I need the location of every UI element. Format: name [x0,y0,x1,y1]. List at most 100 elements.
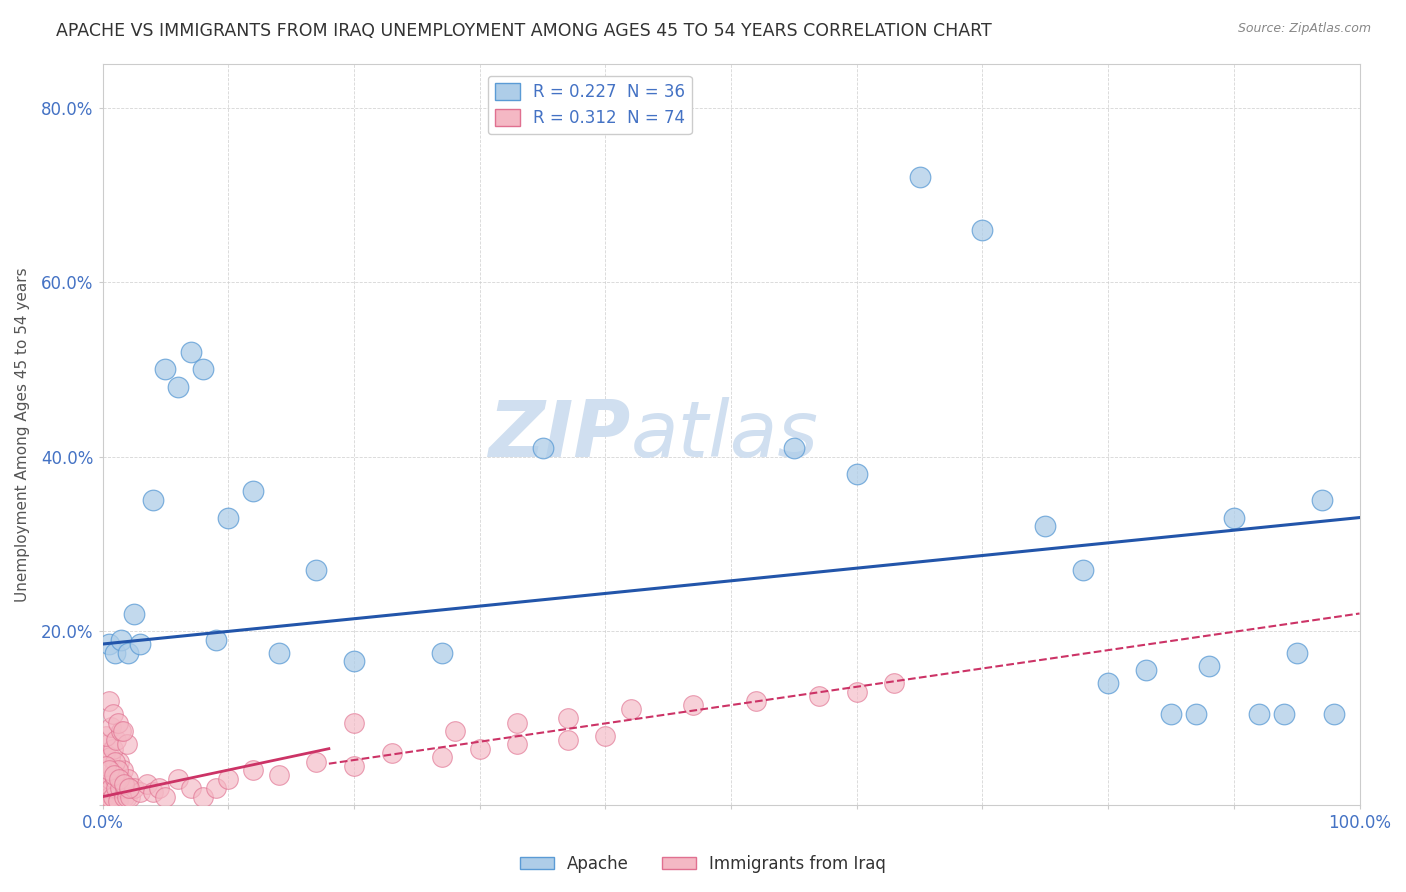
Point [1185,706,1208,721]
Point [845,685,868,699]
Point [1198,658,1220,673]
Point [111,764,134,778]
Point [381,746,404,760]
Point [972,223,994,237]
Point [94,780,117,795]
Text: atlas: atlas [630,397,818,473]
Point [204,632,226,647]
Point [506,715,529,730]
Point [1223,510,1246,524]
Text: APACHE VS IMMIGRANTS FROM IRAQ UNEMPLOYMENT AMONG AGES 45 TO 54 YEARS CORRELATIO: APACHE VS IMMIGRANTS FROM IRAQ UNEMPLOYM… [56,22,993,40]
Point [1160,706,1182,721]
Point [110,632,132,647]
Point [101,706,124,721]
Point [93,789,115,804]
Point [117,772,139,787]
Point [112,789,135,804]
Point [101,741,124,756]
Point [783,441,806,455]
Point [1071,563,1094,577]
Text: Source: ZipAtlas.com: Source: ZipAtlas.com [1237,22,1371,36]
Point [96,729,118,743]
Point [100,780,122,795]
Point [808,690,831,704]
Point [120,789,142,804]
Point [443,724,465,739]
Point [745,694,768,708]
Point [883,676,905,690]
Point [908,170,931,185]
Point [531,441,554,455]
Point [98,750,121,764]
Point [557,711,579,725]
Legend: Apache, Immigrants from Iraq: Apache, Immigrants from Iraq [513,848,893,880]
Point [343,715,366,730]
Point [595,729,617,743]
Point [142,785,165,799]
Point [110,772,132,787]
Point [135,776,157,790]
Point [1285,646,1308,660]
Point [430,750,453,764]
Point [204,780,226,795]
Point [242,484,264,499]
Point [305,755,328,769]
Point [267,646,290,660]
Point [122,780,145,795]
Point [1135,663,1157,677]
Point [129,637,152,651]
Point [217,510,239,524]
Point [103,764,125,778]
Point [1310,493,1333,508]
Point [217,772,239,787]
Point [619,702,641,716]
Point [104,646,127,660]
Point [506,737,529,751]
Point [111,724,134,739]
Point [180,344,202,359]
Point [193,789,215,804]
Point [105,733,128,747]
Point [155,789,177,804]
Point [148,780,170,795]
Point [108,772,131,787]
Y-axis label: Unemployment Among Ages 45 to 54 years: Unemployment Among Ages 45 to 54 years [15,268,30,602]
Point [118,780,141,795]
Point [101,789,124,804]
Point [468,741,491,756]
Point [242,764,264,778]
Point [1323,706,1346,721]
Point [115,789,138,804]
Point [98,772,121,787]
Point [107,764,129,778]
Point [97,789,120,804]
Point [167,380,190,394]
Point [100,720,122,734]
Point [155,362,177,376]
Point [97,637,120,651]
Point [108,755,131,769]
Point [112,776,135,790]
Point [267,768,290,782]
Point [96,759,118,773]
Point [193,362,215,376]
Point [110,780,132,795]
Point [167,772,190,787]
Point [430,646,453,660]
Point [94,746,117,760]
Point [115,737,138,751]
Point [845,467,868,481]
Point [96,785,118,799]
Point [129,785,152,799]
Point [343,759,366,773]
Point [97,737,120,751]
Point [1097,676,1119,690]
Point [117,646,139,660]
Point [97,694,120,708]
Point [682,698,704,712]
Point [557,733,579,747]
Point [97,794,120,808]
Point [1033,519,1056,533]
Point [1247,706,1270,721]
Point [118,780,141,795]
